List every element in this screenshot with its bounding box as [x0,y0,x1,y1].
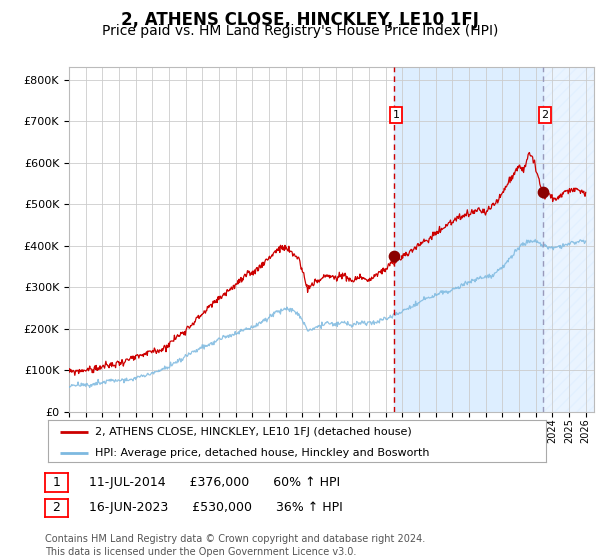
Text: Contains HM Land Registry data © Crown copyright and database right 2024.
This d: Contains HM Land Registry data © Crown c… [45,534,425,557]
Bar [544,67,594,412]
Point [389,251,399,260]
Text: 16-JUN-2023      £530,000      36% ↑ HPI: 16-JUN-2023 £530,000 36% ↑ HPI [81,501,343,515]
Bar [394,67,544,412]
Text: 1: 1 [392,110,400,120]
Text: 11-JUL-2014      £376,000      60% ↑ HPI: 11-JUL-2014 £376,000 60% ↑ HPI [81,476,340,489]
Text: 1: 1 [52,476,61,489]
Text: 2: 2 [52,501,61,515]
Text: 2: 2 [541,110,548,120]
Point [539,187,548,196]
Text: 2, ATHENS CLOSE, HINCKLEY, LE10 1FJ (detached house): 2, ATHENS CLOSE, HINCKLEY, LE10 1FJ (det… [95,427,412,437]
Text: Price paid vs. HM Land Registry's House Price Index (HPI): Price paid vs. HM Land Registry's House … [102,24,498,38]
Text: HPI: Average price, detached house, Hinckley and Bosworth: HPI: Average price, detached house, Hinc… [95,448,430,458]
Text: 2, ATHENS CLOSE, HINCKLEY, LE10 1FJ: 2, ATHENS CLOSE, HINCKLEY, LE10 1FJ [121,11,479,29]
